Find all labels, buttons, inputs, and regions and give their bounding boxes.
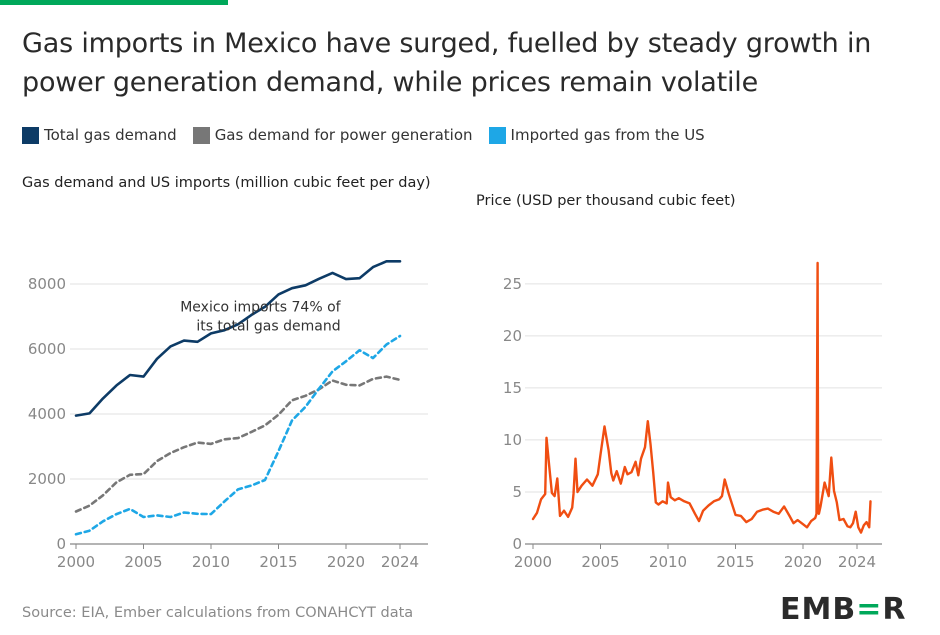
y-tick-label: 10 (503, 431, 522, 449)
y-tick-label: 25 (503, 275, 522, 293)
x-tick-label: 2005 (124, 553, 162, 571)
x-tick-label: 2010 (192, 553, 230, 571)
legend-item-total: Total gas demand (22, 126, 177, 144)
legend-swatch-power (192, 126, 210, 144)
source-note: Source: EIA, Ember calculations from CON… (22, 605, 414, 621)
x-tick-label: 2015 (259, 553, 297, 571)
x-tick-label: 2010 (649, 553, 687, 571)
y-tick-label: 20 (503, 327, 522, 345)
y-tick-label: 2000 (28, 470, 66, 488)
series-line-power-demand (74, 375, 402, 513)
annotation-text: Mexico imports 74% of (180, 300, 341, 316)
price-chart: 0 5 10 15 20 25 2000 2005 2010 2015 2020 2024 (503, 261, 882, 571)
x-tick-label: 2005 (581, 553, 619, 571)
x-tick-label: 2000 (57, 553, 95, 571)
x-tick-label: 2015 (716, 553, 754, 571)
series-line-price (531, 261, 872, 534)
left-chart-subtitle: Gas demand and US imports (million cubic… (22, 175, 431, 191)
y-tick-label: 0 (56, 535, 66, 553)
chart-title: Gas imports in Mexico have surged, fuell… (22, 28, 872, 98)
ember-logo: EMB=R (780, 592, 907, 627)
legend: Total gas demand Gas demand for power ge… (22, 126, 721, 144)
legend-item-imports: Imported gas from the US (488, 126, 705, 144)
y-tick-label: 6000 (28, 340, 66, 358)
y-tick-label: 15 (503, 379, 522, 397)
series-line-total-demand (74, 259, 402, 417)
legend-label-power: Gas demand for power generation (214, 126, 473, 144)
x-tick-label: 2020 (784, 553, 822, 571)
x-tick-label: 2024 (381, 553, 419, 571)
x-tick-label: 2020 (327, 553, 365, 571)
y-tick-label: 8000 (28, 275, 66, 293)
legend-swatch-total (22, 126, 39, 144)
x-tick-label: 2024 (838, 553, 876, 571)
legend-label-total: Total gas demand (44, 126, 177, 144)
y-tick-label: 0 (512, 535, 522, 553)
right-chart-subtitle: Price (USD per thousand cubic feet) (476, 193, 736, 209)
legend-item-power: Gas demand for power generation (192, 126, 473, 144)
x-tick-label: 2000 (514, 553, 552, 571)
legend-swatch-imports (488, 126, 506, 144)
series-line-us-imports (74, 334, 402, 536)
y-tick-label: 5 (512, 483, 522, 501)
accent-bar (0, 0, 228, 5)
y-tick-label: 4000 (28, 405, 66, 423)
annotation-text: its total gas demand (196, 319, 340, 335)
legend-label-imports: Imported gas from the US (510, 126, 705, 144)
